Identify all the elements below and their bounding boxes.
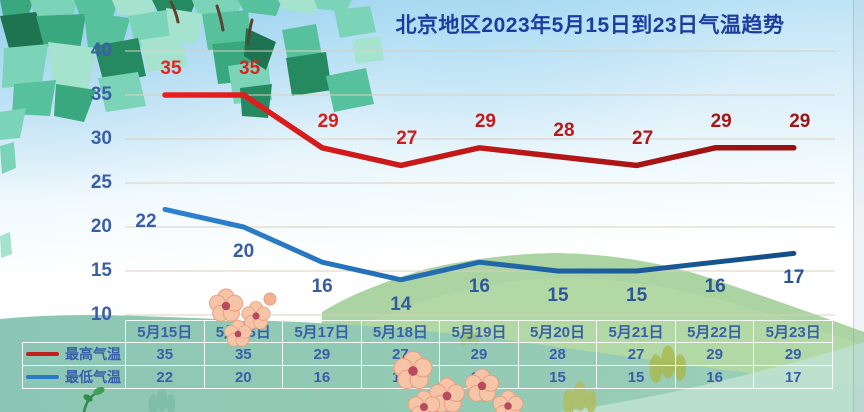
max-temp-line — [162, 92, 797, 169]
temp-value-cell: 15 — [596, 365, 676, 389]
y-tick-label: 40 — [90, 40, 112, 61]
min-temp-label-5月17日: 16 — [311, 276, 333, 298]
chart-title: 北京地区2023年5月15日到23日气温趋势 — [395, 14, 785, 37]
min-temp-label-5月20日: 15 — [547, 285, 569, 306]
legend-max-temp: 最高气温 — [22, 342, 126, 366]
min-temp-label-5月15日: 22 — [135, 211, 157, 233]
min-temp-label-5月18日: 14 — [390, 293, 412, 315]
max-temp-label-5月20日: 28 — [553, 119, 575, 141]
y-tick-label: 15 — [90, 260, 112, 281]
max-temp-label-5月17日: 29 — [317, 110, 339, 132]
legend-min-temp: 最低气温 — [22, 365, 126, 389]
sprout-decoration — [82, 386, 105, 412]
right-edge-strip — [853, 0, 864, 412]
max-temp-label-5月16日: 35 — [239, 58, 261, 79]
max-temp-line-swatch — [26, 352, 59, 356]
y-tick-label: 20 — [90, 216, 112, 237]
min-temp-label-5月23日: 17 — [783, 267, 805, 289]
min-temp-label-5月16日: 20 — [233, 241, 255, 262]
temp-value-cell: 16 — [674, 365, 755, 389]
y-tick-label: 35 — [90, 84, 112, 105]
legend-label: 最低气温 — [65, 369, 121, 385]
min-temp-label-5月22日: 16 — [704, 276, 726, 298]
min-temp-label-5月21日: 15 — [626, 285, 648, 306]
y-tick-label: 30 — [90, 128, 112, 149]
temp-value-cell: 16 — [282, 365, 362, 389]
date-header-cell: 5月23日 — [753, 320, 833, 343]
flower-cluster-bottom — [393, 350, 524, 412]
temp-value-cell: 22 — [125, 365, 205, 389]
max-temp-label-5月19日: 29 — [474, 110, 496, 132]
max-temp-label-5月23日: 29 — [789, 110, 811, 132]
y-tick-label: 10 — [90, 304, 112, 325]
temp-value-cell: 35 — [125, 342, 205, 366]
min-temp-label-5月19日: 16 — [468, 276, 490, 298]
legend-label: 最高气温 — [65, 346, 121, 362]
leaf-canopy-decoration — [0, 0, 384, 258]
date-header-cell: 5月17日 — [282, 320, 362, 343]
date-header-cell: 5月22日 — [674, 320, 755, 343]
date-header-cell: 5月19日 — [439, 320, 519, 343]
max-temp-label-5月15日: 35 — [160, 58, 182, 79]
date-header-cell: 5月15日 — [125, 320, 205, 343]
max-temp-label-5月22日: 29 — [710, 110, 732, 132]
twig-decoration — [169, 0, 254, 46]
y-tick-label: 25 — [90, 172, 112, 193]
flower-cluster-left — [208, 288, 277, 347]
min-temp-line-swatch — [26, 375, 59, 379]
min-temp-line — [162, 206, 797, 283]
max-temp-label-5月18日: 27 — [396, 128, 418, 150]
max-temp-label-5月21日: 27 — [632, 128, 654, 150]
temp-value-cell: 20 — [203, 365, 284, 389]
temp-value-cell: 17 — [753, 365, 833, 389]
